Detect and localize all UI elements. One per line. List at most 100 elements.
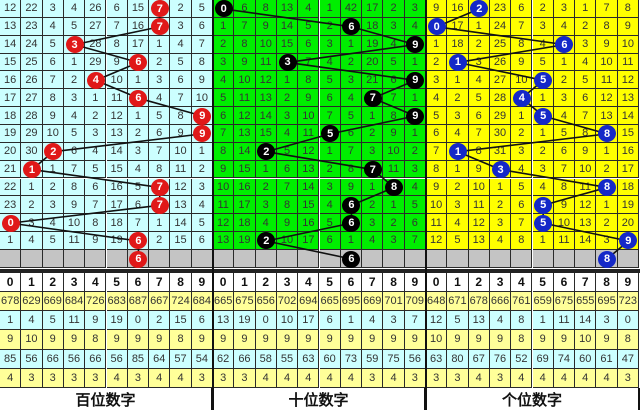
- tens-gray-cell: [276, 250, 299, 268]
- tens-cell: 1: [362, 178, 384, 197]
- hundreds-stat-cell: 9: [149, 330, 171, 350]
- hundreds-cell: 17: [127, 35, 150, 54]
- units-cell: 2: [532, 0, 554, 18]
- hundreds-cell: 1: [85, 89, 107, 108]
- hundreds-cell: 4: [63, 107, 86, 125]
- tens-ball-row1: 0: [214, 0, 233, 18]
- tens-cell: 1: [383, 196, 405, 215]
- tens-stat-cell: 4: [255, 368, 277, 388]
- tens-cell: 18: [362, 17, 384, 36]
- hundreds-stat-cell: 54: [191, 349, 213, 369]
- tens-cell: 8: [213, 142, 235, 161]
- hundreds-cell: 6: [127, 196, 150, 215]
- units-cell: 24: [489, 17, 512, 36]
- hundreds-cell: 10: [170, 142, 192, 161]
- hundreds-cell: 23: [0, 196, 22, 215]
- units-cell: 6: [511, 0, 533, 18]
- hundreds-stat-cell: 4: [106, 368, 128, 388]
- tens-header-digit: 5: [319, 273, 341, 292]
- units-ball-row10: 3: [491, 161, 510, 179]
- tens-cell: 1: [404, 53, 426, 72]
- hundreds-header-digit: 3: [63, 273, 86, 292]
- tens-cell: 3: [276, 107, 299, 125]
- units-cell: 9: [596, 35, 618, 54]
- units-cell: 8: [511, 232, 533, 250]
- hundreds-cell: 5: [63, 124, 86, 143]
- hundreds-stat-cell: 3: [21, 368, 43, 388]
- hundreds-stat-cell: 683: [106, 292, 128, 312]
- hundreds-cell: 9: [106, 53, 128, 72]
- hundreds-cell: 3: [42, 196, 64, 215]
- units-cell: 16: [447, 0, 469, 18]
- tens-stat-cell: 10: [276, 311, 299, 331]
- hundreds-cell: 19: [106, 232, 128, 250]
- tens-cell: 3: [319, 178, 341, 197]
- hundreds-cell: 3: [191, 178, 213, 197]
- units-cell: 10: [426, 196, 448, 215]
- hundreds-stat-cell: 629: [21, 292, 43, 312]
- hundreds-cell: 9: [170, 124, 192, 143]
- hundreds-cell: 29: [85, 53, 107, 72]
- hundreds-stat-cell: 687: [127, 292, 150, 312]
- units-cell: 26: [489, 53, 512, 72]
- hundreds-cell: 1: [191, 142, 213, 161]
- units-cell: 29: [489, 107, 512, 125]
- tens-stat-cell: 709: [404, 292, 426, 312]
- tens-stat-cell: 0: [255, 311, 277, 331]
- tens-cell: 6: [213, 107, 235, 125]
- units-cell: 7: [511, 17, 533, 36]
- tens-cell: 5: [319, 214, 341, 233]
- hundreds-cell: 2: [63, 71, 86, 90]
- hundreds-cell: 27: [21, 89, 43, 108]
- tens-stat-cell: 59: [362, 349, 384, 369]
- hundreds-cell: 8: [85, 214, 107, 233]
- hundreds-cell: 1: [0, 232, 22, 250]
- hundreds-header-digit: 1: [21, 273, 43, 292]
- units-stat-cell: 3: [447, 368, 469, 388]
- hundreds-stat-cell: 9: [106, 330, 128, 350]
- tens-cell: 17: [362, 0, 384, 18]
- units-gray-cell: [575, 250, 597, 268]
- tens-header-digit: 4: [298, 273, 320, 292]
- units-stat-cell: 52: [511, 349, 533, 369]
- tens-cell: 9: [255, 17, 277, 36]
- units-cell: 11: [596, 71, 618, 90]
- units-cell: 25: [489, 35, 512, 54]
- units-cell: 3: [447, 196, 469, 215]
- tens-stat-cell: 58: [255, 349, 277, 369]
- hundreds-stat-cell: 9: [0, 330, 22, 350]
- units-ball-row4: 1: [448, 53, 467, 71]
- units-ball-row5: 5: [534, 71, 553, 89]
- units-cell: 4: [447, 124, 469, 143]
- units-cell: 1: [596, 142, 618, 161]
- units-cell: 2: [447, 89, 469, 108]
- tens-cell: 6: [340, 124, 363, 143]
- hundreds-stat-cell: 85: [0, 349, 22, 369]
- hundreds-stat-cell: 6: [191, 311, 213, 331]
- hundreds-cell: 4: [149, 89, 171, 108]
- hundreds-cell: 3: [63, 89, 86, 108]
- tens-cell: 5: [298, 17, 320, 36]
- tens-cell: 2: [404, 142, 426, 161]
- units-cell: 7: [468, 124, 490, 143]
- tens-stat-cell: 1: [340, 311, 363, 331]
- units-ball-row13: 5: [534, 214, 553, 232]
- hundreds-stat-cell: 678: [0, 292, 22, 312]
- units-cell: 1: [532, 124, 554, 143]
- hundreds-cell: 6: [191, 17, 213, 36]
- units-cell: 10: [575, 160, 597, 179]
- units-cell: 2: [532, 142, 554, 161]
- tens-ball-next: 6: [342, 250, 361, 268]
- tens-cell: 13: [276, 0, 299, 18]
- hundreds-cell: 3: [85, 124, 107, 143]
- tens-cell: 4: [340, 89, 363, 108]
- tens-header-digit: 1: [234, 273, 256, 292]
- hundreds-gray-cell: [85, 250, 107, 268]
- units-stat-cell: 9: [447, 330, 469, 350]
- hundreds-ball-row5: 4: [86, 71, 105, 89]
- hundreds-ball-row13: 0: [1, 214, 20, 232]
- units-cell: 3: [553, 0, 576, 18]
- tens-header-digit: 0: [213, 273, 235, 292]
- tens-gray-cell: [383, 250, 405, 268]
- tens-stat-cell: 3: [404, 368, 426, 388]
